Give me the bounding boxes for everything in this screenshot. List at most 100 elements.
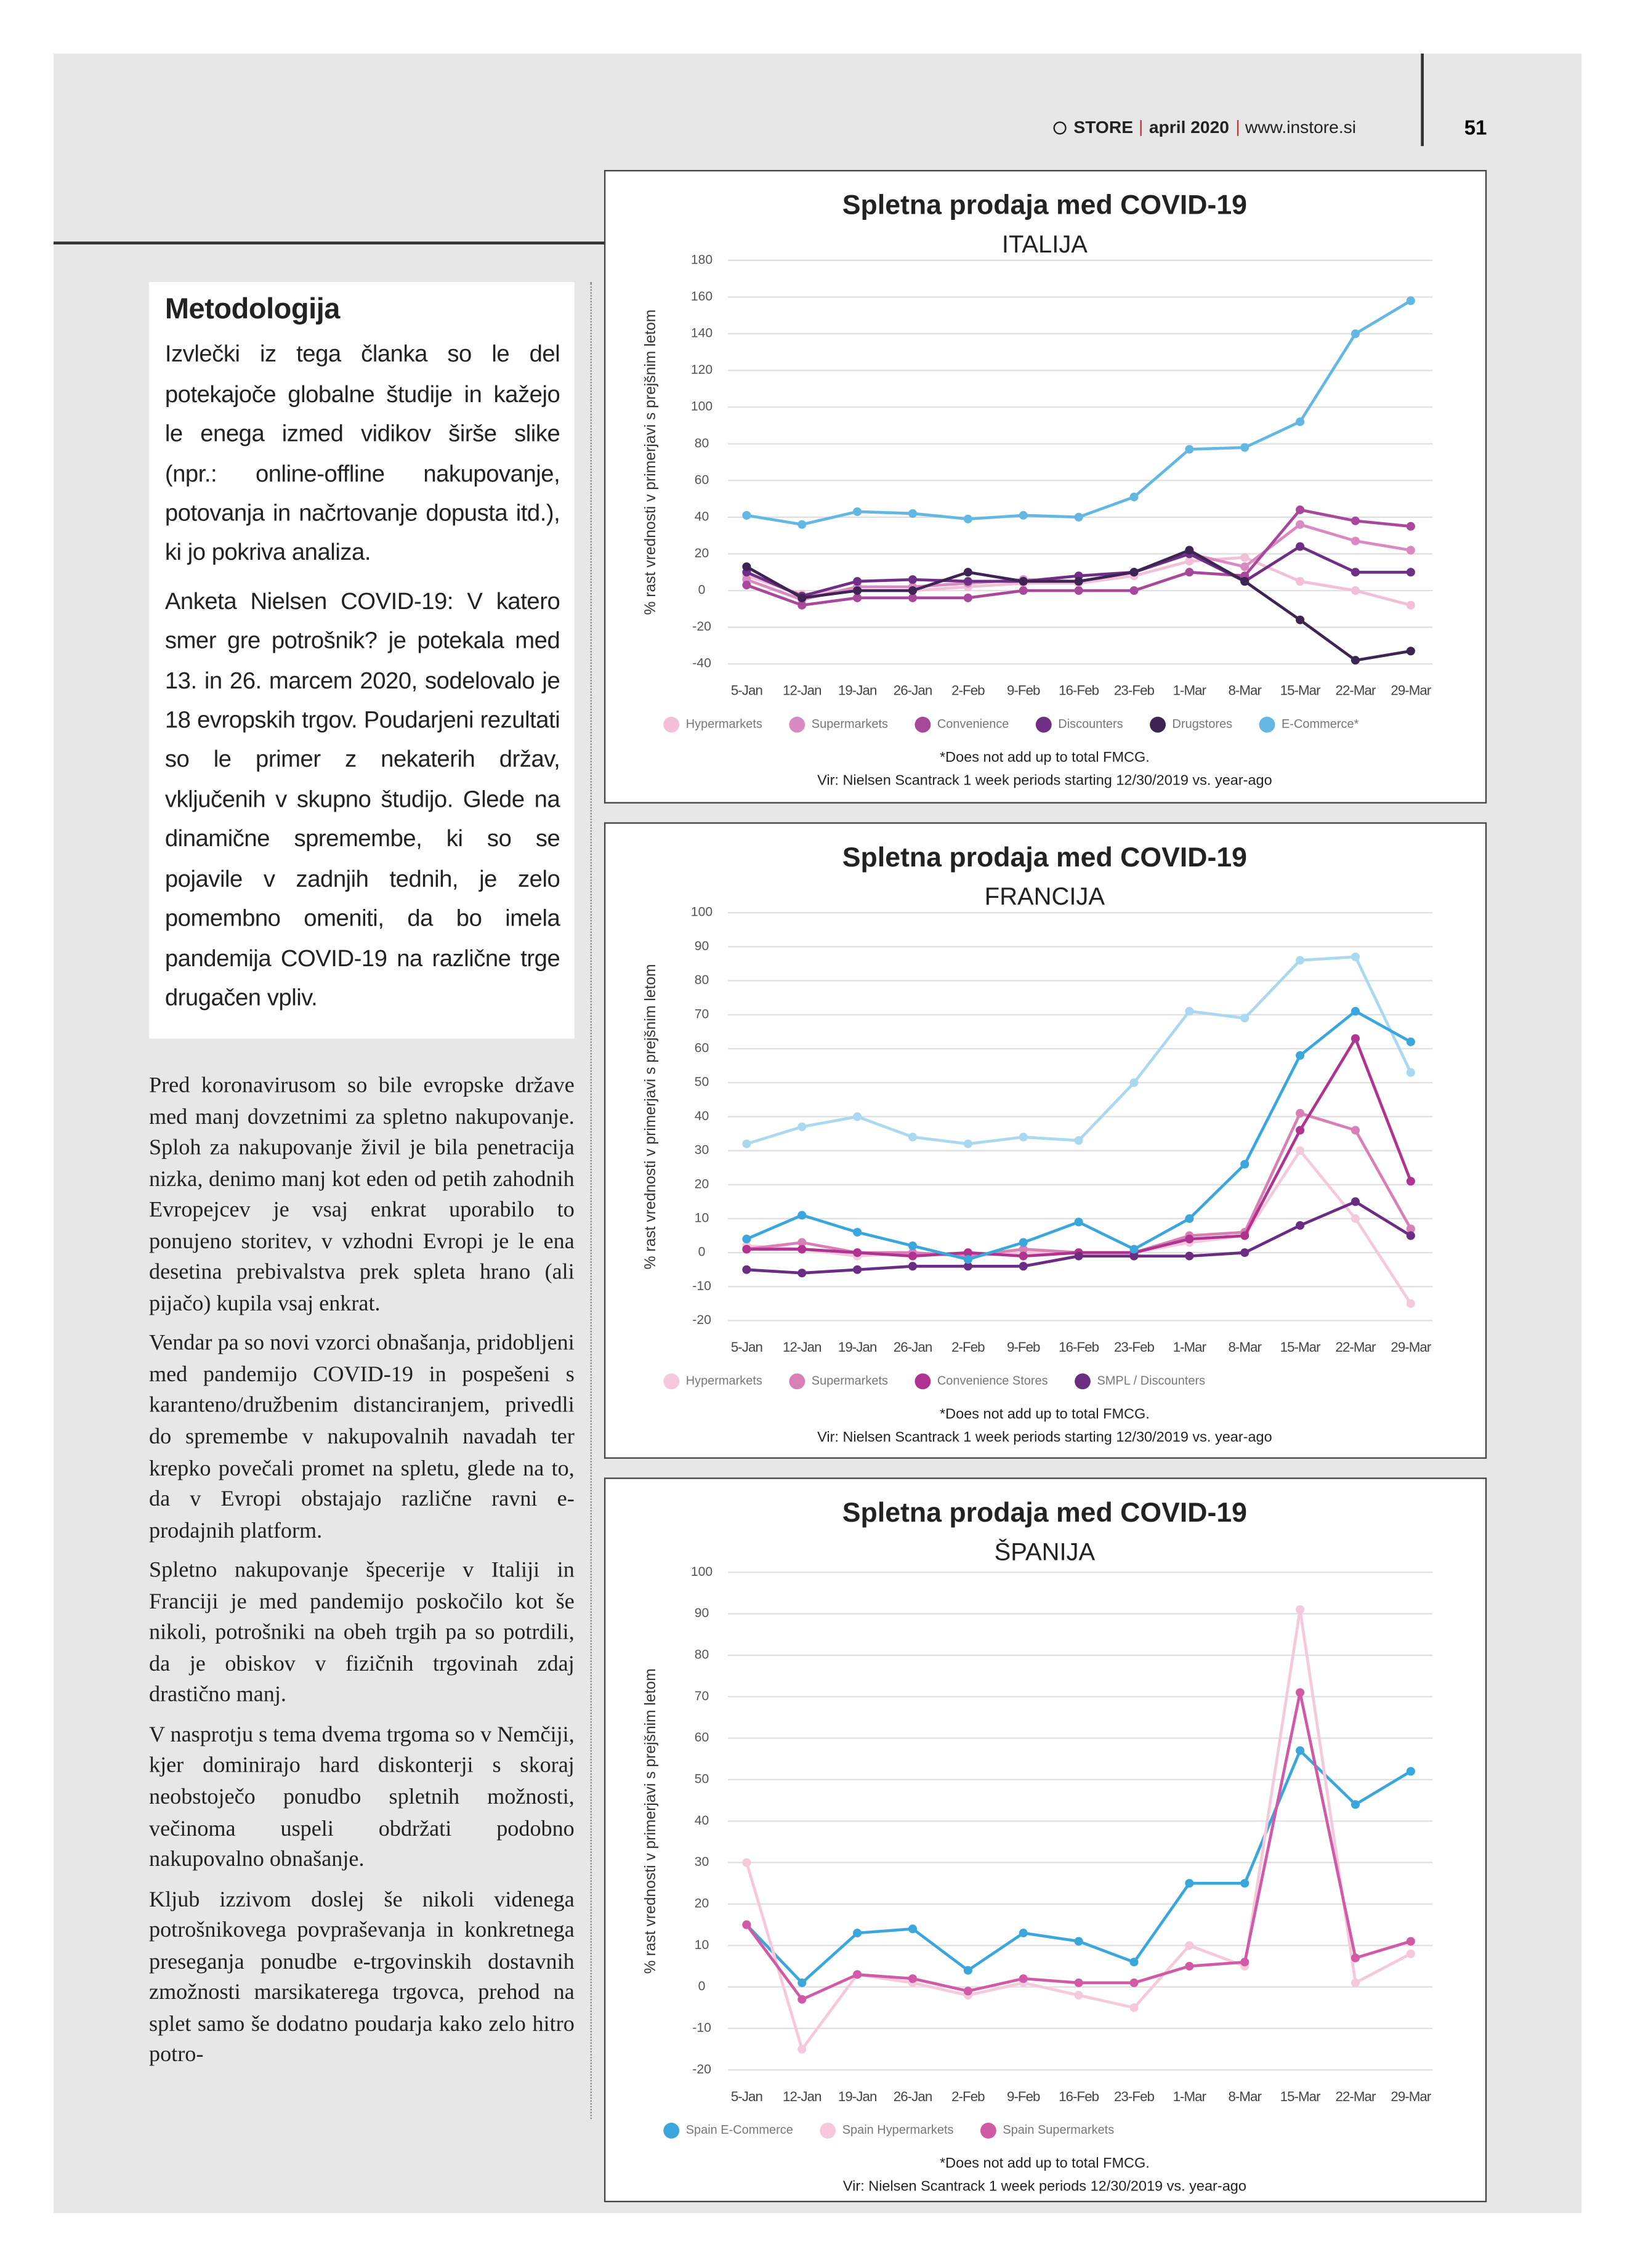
x-tick-label: 9-Feb [1007, 1339, 1040, 1355]
x-tick-label: 5-Jan [731, 683, 762, 698]
data-point [742, 511, 751, 520]
data-point [742, 562, 751, 571]
legend-marker [1259, 716, 1275, 733]
legend-marker [914, 716, 931, 733]
data-point [908, 593, 918, 602]
data-point [797, 1245, 807, 1254]
x-tick-label: 26-Jan [894, 1339, 932, 1355]
x-tick-label: 22-Mar [1335, 2089, 1376, 2104]
data-point [1074, 577, 1083, 586]
data-point [1240, 1231, 1249, 1240]
data-point [1019, 1245, 1028, 1254]
chart-subtitle: ŠPANIJA [995, 1538, 1096, 1565]
y-tick-label: 70 [695, 1689, 709, 1703]
data-point [1350, 1034, 1360, 1043]
footnote: Vir: Nielsen Scantrack 1 week periods 12… [843, 2178, 1246, 2194]
y-tick-label: 80 [695, 436, 709, 450]
data-point [797, 1995, 807, 2004]
x-tick-label: 2-Feb [951, 683, 985, 698]
data-point [853, 507, 862, 516]
y-tick-label: 50 [695, 1075, 709, 1089]
y-tick-label: 20 [695, 546, 709, 560]
data-point [963, 577, 972, 586]
y-axis-label: % rast vrednosti v primerjavi s prejšnim… [642, 1668, 659, 1974]
data-point [742, 1265, 751, 1274]
data-point [1350, 1214, 1360, 1223]
data-point [1185, 568, 1194, 577]
data-point [1350, 952, 1360, 961]
data-point [1296, 1221, 1305, 1230]
x-tick-label: 5-Jan [731, 1339, 762, 1355]
data-point [1240, 1014, 1249, 1023]
y-tick-label: 60 [695, 1041, 709, 1055]
y-tick-label: 10 [695, 1938, 709, 1952]
x-tick-label: 19-Jan [838, 683, 877, 698]
data-point [1074, 1991, 1083, 2000]
data-point [1129, 1958, 1139, 1967]
data-point [853, 593, 862, 602]
legend-marker [980, 2123, 996, 2139]
data-point [1406, 1037, 1415, 1046]
legend-label: Spain Hypermarkets [842, 2123, 954, 2137]
chart-title: Spletna prodaja med COVID-19 [842, 190, 1247, 220]
data-point [1350, 1953, 1360, 1963]
data-point [1129, 586, 1139, 595]
x-tick-label: 16-Feb [1059, 683, 1099, 698]
y-tick-label: 100 [691, 905, 713, 919]
x-tick-label: 15-Mar [1280, 2089, 1322, 2104]
x-tick-label: 2-Feb [951, 1339, 985, 1355]
data-point [1185, 546, 1194, 555]
chart-subtitle: FRANCIJA [985, 883, 1105, 910]
data-point [1406, 522, 1415, 531]
header-rule [1421, 53, 1424, 147]
data-point [1185, 1961, 1194, 1971]
data-point [1350, 1978, 1360, 1987]
data-point [1406, 1767, 1415, 1776]
data-point [908, 1974, 918, 1983]
methodology-box: Metodologija Izvlečki iz tega članka so … [149, 282, 575, 1039]
x-tick-label: 9-Feb [1007, 683, 1040, 698]
x-tick-label: 22-Mar [1335, 683, 1376, 698]
y-tick-label: 0 [698, 583, 706, 597]
y-tick-label: 100 [691, 400, 713, 414]
data-point [1296, 1688, 1305, 1697]
data-point [1350, 329, 1360, 339]
data-point [853, 1929, 862, 1938]
y-axis-label: % rast vrednosti v primerjavi s prejšnim… [642, 310, 659, 615]
data-point [963, 593, 972, 602]
y-tick-label: -20 [692, 619, 711, 634]
legend-label: Discounters [1058, 717, 1123, 731]
data-point [1350, 516, 1360, 525]
y-tick-label: -40 [692, 656, 711, 671]
y-tick-label: 80 [695, 973, 709, 987]
brand-logo [1053, 121, 1067, 134]
data-point [908, 1241, 918, 1251]
y-tick-label: 90 [695, 939, 709, 953]
data-point [1185, 1251, 1194, 1261]
data-point [1185, 1214, 1194, 1223]
data-point [1296, 1051, 1305, 1060]
data-point [1074, 1978, 1083, 1987]
x-tick-label: 16-Feb [1059, 2089, 1099, 2104]
data-point [1296, 520, 1305, 529]
data-point [853, 1970, 862, 1979]
data-point [1296, 1146, 1305, 1155]
data-point [1240, 443, 1249, 452]
x-tick-label: 12-Jan [783, 2089, 822, 2104]
x-tick-label: 19-Jan [838, 2089, 877, 2104]
section-rule [53, 241, 605, 244]
x-tick-label: 16-Feb [1059, 1339, 1099, 1355]
brand: STORE [1073, 117, 1134, 138]
legend-label: Hypermarkets [686, 717, 762, 731]
y-tick-label: 140 [691, 326, 713, 341]
data-point [742, 1139, 751, 1148]
chart-frame [604, 822, 1487, 1459]
article-text: Pred koronavirusom so bile evropske drža… [149, 1070, 575, 2080]
legend-marker [1075, 1373, 1091, 1390]
x-tick-label: 29-Mar [1391, 2089, 1432, 2104]
y-tick-label: 70 [695, 1007, 709, 1021]
chart-subtitle: ITALIJA [1002, 231, 1088, 258]
column-divider [590, 282, 592, 2120]
data-point [1019, 511, 1028, 520]
